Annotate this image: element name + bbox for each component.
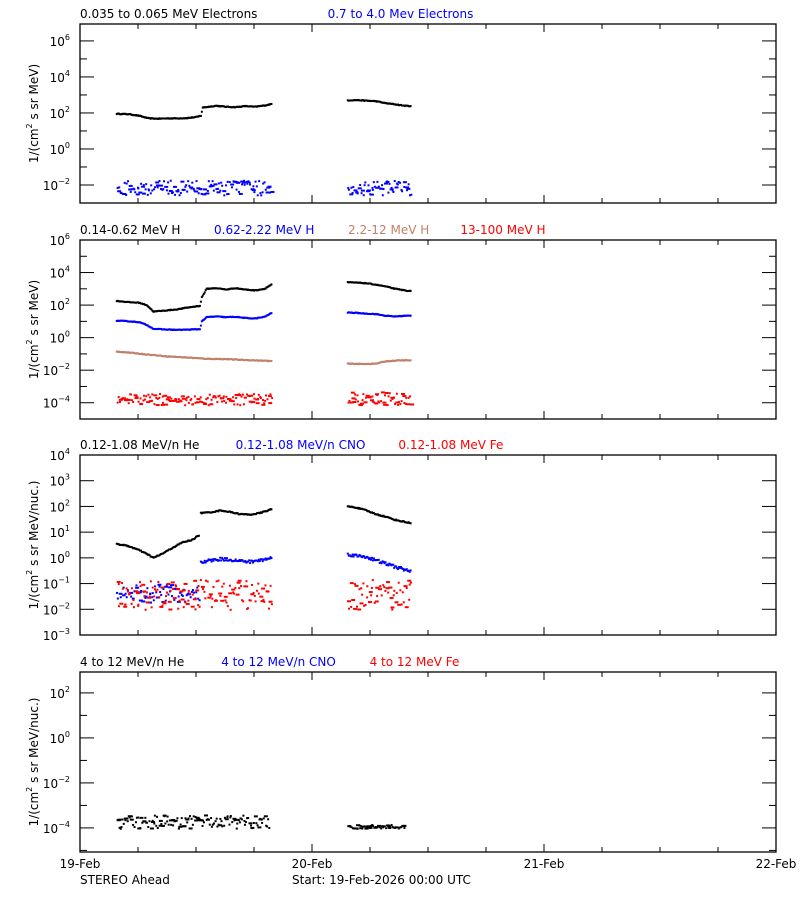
legend-entry: 0.7 to 4.0 Mev Electrons <box>328 7 474 21</box>
legend-entry: 0.12-1.08 MeV Fe <box>398 438 503 452</box>
y-tick-label: 10−4 <box>43 820 70 836</box>
series <box>115 350 412 366</box>
panel-2: 10−4 10−2 100 102 104 106 1/(cm2 s sr MeV) 0.14… <box>25 223 777 420</box>
panel-1: 10−2 100 102 104 106 1/(cm2 s sr MeV) 0.035 to… <box>25 7 777 204</box>
plot-frame <box>79 23 777 204</box>
legend-entry: 0.12-1.08 MeV/n He <box>80 438 199 452</box>
y-tick-label: 10−2 <box>43 362 70 378</box>
spacecraft-label: STEREO Ahead <box>80 873 170 887</box>
x-tick-label: 21-Feb <box>524 857 565 871</box>
legend-entry: 4 to 12 MeV/n He <box>80 655 184 669</box>
series <box>115 281 412 313</box>
y-axis-label: 1/(cm2 s sr MeV/nuc.) <box>25 481 41 610</box>
y-tick-label: 10−4 <box>43 395 70 411</box>
panel-3: 10−3 10−2 10−1 100 101 102 103 104 1/(cm2 s sr M… <box>25 438 777 643</box>
series <box>116 391 415 407</box>
legend-entry: 0.035 to 0.065 MeV Electrons <box>80 7 257 21</box>
legend-entry: 4 to 12 MeV Fe <box>370 655 460 669</box>
series <box>115 98 412 120</box>
y-tick-label: 106 <box>50 33 70 49</box>
y-tick-label: 10−2 <box>43 177 70 193</box>
y-axis-label: 1/(cm2 s sr MeV) <box>25 64 41 163</box>
y-tick-label: 104 <box>50 265 70 281</box>
y-tick-label: 101 <box>50 524 70 540</box>
y-tick-label: 103 <box>50 473 70 489</box>
y-tick-label: 10−2 <box>43 601 70 617</box>
y-tick-label: 100 <box>50 730 70 746</box>
y-tick-label: 100 <box>50 141 70 157</box>
panel-4: 10−4 10−2 100 102 1/(cm2 s sr MeV/nuc.) 4 to … <box>25 655 777 853</box>
legend-entry: 0.62-2.22 MeV H <box>214 223 314 237</box>
y-tick-label: 104 <box>50 69 70 85</box>
legend-entry: 2.2-12 MeV H <box>348 223 429 237</box>
legend-entry: 0.14-0.62 MeV H <box>80 223 180 237</box>
y-tick-label: 10−2 <box>43 775 70 791</box>
series <box>116 814 407 830</box>
y-axis-label: 1/(cm2 s sr MeV) <box>25 280 41 379</box>
series <box>115 505 412 559</box>
legend-entry: 0.12-1.08 MeV/n CNO <box>236 438 366 452</box>
x-tick-label: 19-Feb <box>60 857 101 871</box>
x-tick-label: 22-Feb <box>756 857 797 871</box>
y-tick-label: 100 <box>50 330 70 346</box>
start-time-label: Start: 19-Feb-2026 00:00 UTC <box>292 873 471 887</box>
legend-entry: 13-100 MeV H <box>460 223 545 237</box>
y-tick-label: 106 <box>50 232 70 248</box>
y-tick-label: 102 <box>50 105 70 121</box>
y-tick-label: 104 <box>50 447 70 463</box>
series <box>116 179 413 197</box>
series <box>116 552 412 604</box>
y-tick-label: 102 <box>50 297 70 313</box>
y-tick-label: 100 <box>50 550 70 566</box>
y-axis-label: 1/(cm2 s sr MeV/nuc.) <box>25 698 41 827</box>
y-tick-label: 10−3 <box>43 627 70 643</box>
plot-frame <box>79 671 777 853</box>
series <box>116 579 412 611</box>
y-tick-label: 102 <box>50 685 70 701</box>
y-tick-label: 102 <box>50 498 70 514</box>
series <box>115 311 412 332</box>
legend-entry: 4 to 12 MeV/n CNO <box>221 655 336 669</box>
x-tick-label: 20-Feb <box>292 857 333 871</box>
y-tick-label: 10−1 <box>43 576 70 592</box>
